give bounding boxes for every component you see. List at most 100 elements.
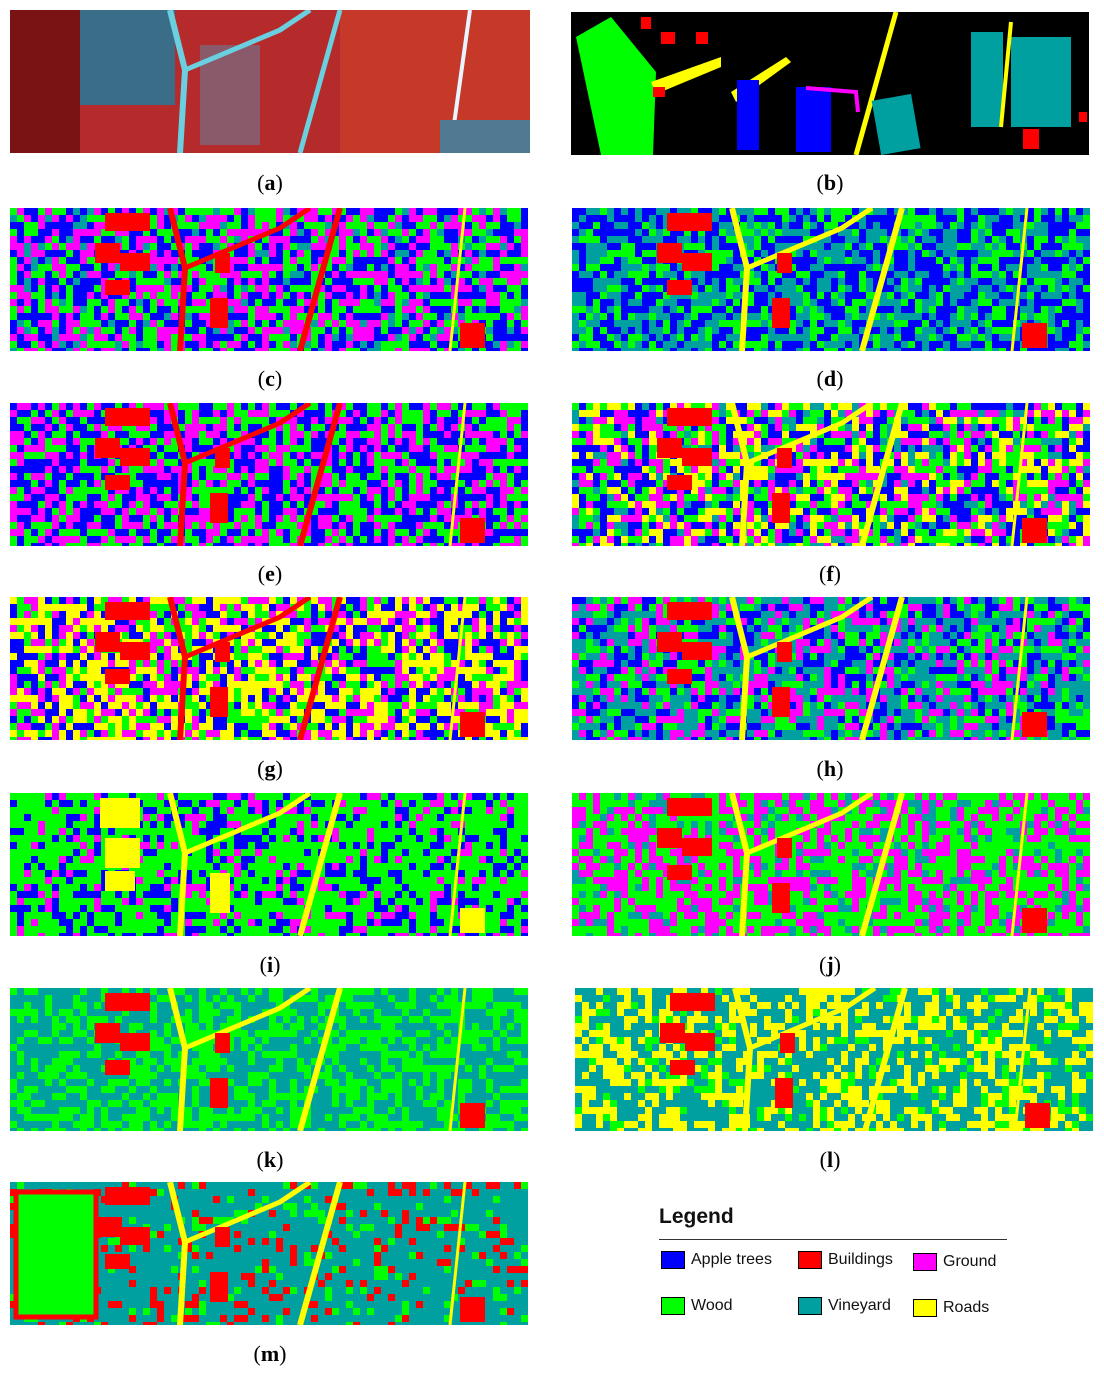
- map-pixel: [150, 529, 157, 536]
- map-pixel: [304, 529, 311, 536]
- map-pixel: [38, 508, 45, 515]
- map-pixel: [381, 438, 388, 445]
- map-pixel: [108, 299, 115, 306]
- map-pixel: [346, 341, 353, 348]
- map-pixel: [915, 250, 922, 257]
- map-pixel: [353, 445, 360, 452]
- map-pixel: [10, 501, 17, 508]
- map-pixel: [521, 480, 528, 487]
- map-pixel: [901, 292, 908, 299]
- map-pixel: [248, 459, 255, 466]
- map-pixel: [985, 292, 992, 299]
- map-pixel: [73, 508, 80, 515]
- map-pixel: [10, 348, 17, 351]
- map-pixel: [698, 208, 705, 215]
- map-pixel: [649, 243, 656, 250]
- map-pixel: [213, 271, 220, 278]
- map-pixel: [985, 348, 992, 351]
- map-pixel: [24, 536, 31, 543]
- map-pixel: [493, 215, 500, 222]
- map-pixel: [374, 306, 381, 313]
- map-pixel: [500, 501, 507, 508]
- map-pixel: [663, 299, 670, 306]
- map-pixel: [374, 431, 381, 438]
- map-pixel: [1083, 271, 1090, 278]
- map-pixel: [423, 320, 430, 327]
- map-pixel: [374, 445, 381, 452]
- map-pixel: [374, 508, 381, 515]
- map-pixel: [859, 313, 866, 320]
- map-pixel: [45, 438, 52, 445]
- map-pixel: [593, 320, 600, 327]
- map-pixel: [143, 487, 150, 494]
- map-pixel: [656, 306, 663, 313]
- map-pixel: [887, 334, 894, 341]
- map-pixel: [607, 243, 614, 250]
- map-pixel: [971, 222, 978, 229]
- map-pixel: [768, 271, 775, 278]
- map-pixel: [866, 341, 873, 348]
- map-pixel: [381, 243, 388, 250]
- map-pixel: [1062, 410, 1069, 417]
- building-block: [772, 298, 790, 328]
- map-pixel: [1076, 403, 1083, 410]
- map-pixel: [472, 285, 479, 292]
- map-pixel: [999, 417, 1006, 424]
- map-pixel: [712, 417, 719, 424]
- map-pixel: [957, 250, 964, 257]
- map-pixel: [115, 264, 122, 271]
- map-pixel: [409, 271, 416, 278]
- map-pixel: [922, 208, 929, 215]
- map-pixel: [663, 334, 670, 341]
- map-pixel: [262, 417, 269, 424]
- map-pixel: [283, 536, 290, 543]
- map-pixel: [262, 452, 269, 459]
- map-pixel: [304, 257, 311, 264]
- map-pixel: [593, 327, 600, 334]
- classification-map-d: [572, 208, 1090, 351]
- map-pixel: [1013, 257, 1020, 264]
- map-pixel: [831, 257, 838, 264]
- map-pixel: [768, 215, 775, 222]
- map-pixel: [726, 403, 733, 410]
- map-pixel: [1027, 236, 1034, 243]
- map-pixel: [444, 334, 451, 341]
- map-pixel: [367, 424, 374, 431]
- map-pixel: [507, 278, 514, 285]
- map-pixel: [1083, 243, 1090, 250]
- map-pixel: [514, 529, 521, 536]
- map-pixel: [486, 348, 493, 351]
- map-pixel: [38, 466, 45, 473]
- map-pixel: [978, 348, 985, 351]
- map-pixel: [276, 334, 283, 341]
- map-pixel: [157, 341, 164, 348]
- map-pixel: [332, 257, 339, 264]
- map-pixel: [402, 417, 409, 424]
- map-pixel: [992, 410, 999, 417]
- map-pixel: [318, 501, 325, 508]
- map-pixel: [726, 222, 733, 229]
- map-pixel: [1041, 306, 1048, 313]
- map-pixel: [38, 529, 45, 536]
- map-pixel: [80, 341, 87, 348]
- map-pixel: [1027, 306, 1034, 313]
- map-pixel: [514, 236, 521, 243]
- map-pixel: [206, 536, 213, 543]
- map-pixel: [38, 229, 45, 236]
- map-pixel: [402, 236, 409, 243]
- map-pixel: [950, 229, 957, 236]
- map-pixel: [607, 341, 614, 348]
- ground-truth-map: [571, 12, 1089, 155]
- map-pixel: [164, 480, 171, 487]
- map-pixel: [698, 271, 705, 278]
- map-pixel: [395, 215, 402, 222]
- map-pixel: [283, 229, 290, 236]
- map-pixel: [38, 306, 45, 313]
- map-pixel: [17, 543, 24, 546]
- map-pixel: [402, 222, 409, 229]
- map-pixel: [796, 264, 803, 271]
- map-pixel: [789, 410, 796, 417]
- map-pixel: [929, 208, 936, 215]
- map-pixel: [719, 417, 726, 424]
- map-pixel: [507, 334, 514, 341]
